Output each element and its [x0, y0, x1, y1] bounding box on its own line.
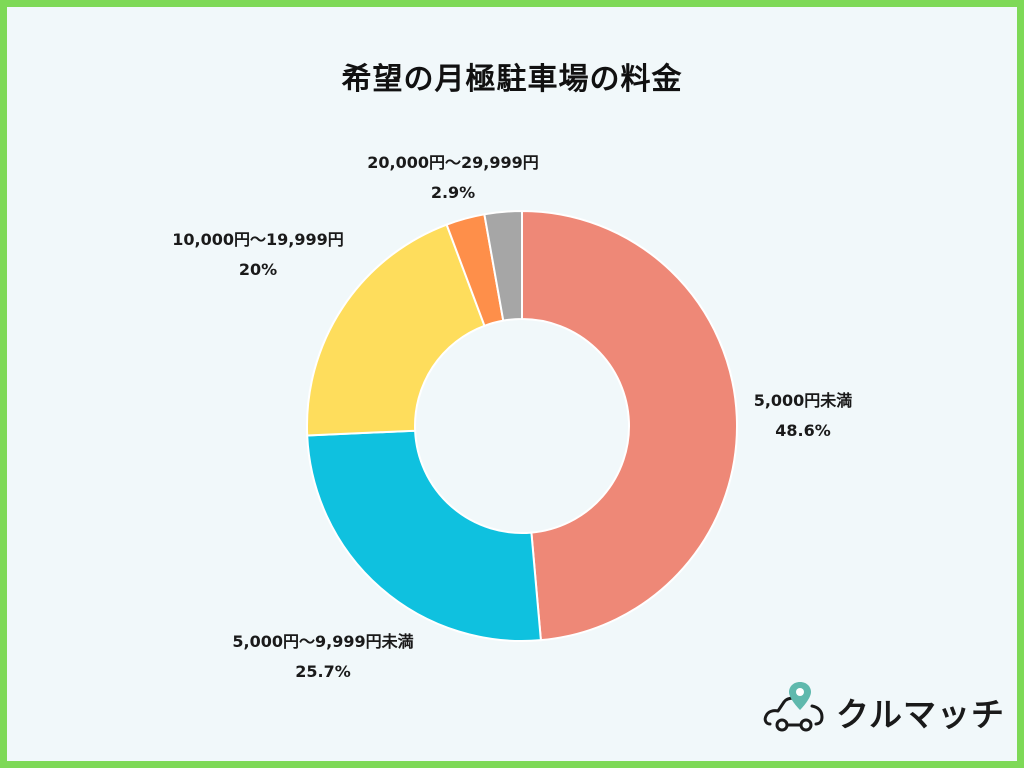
slice-label-under-5000: 5,000円未満 48.6% [738, 386, 868, 446]
donut-slice-2 [306, 223, 486, 437]
donut-slices [306, 209, 738, 642]
slice-label-value: 48.6% [775, 421, 831, 440]
slice-label-text: 10,000円〜19,999円 [172, 230, 344, 249]
slice-label-20000-29999: 20,000円〜29,999円 2.9% [343, 148, 563, 208]
donut-slice-1 [306, 429, 542, 642]
slice-label-text: 20,000円〜29,999円 [367, 153, 539, 172]
slice-label-10000-19999: 10,000円〜19,999円 20% [148, 225, 368, 285]
slice-label-value: 2.9% [430, 183, 476, 202]
brand-logo-text: クルマッチ [836, 695, 1006, 734]
slice-label-text: 5,000円未満 [753, 391, 853, 410]
donut-slice-4 [483, 209, 523, 322]
car-location-pin-icon [763, 682, 824, 732]
slice-label-5000-9999: 5,000円〜9,999円未満 25.7% [193, 627, 453, 687]
chart-title: 希望の月極駐車場の料金 [341, 62, 683, 97]
slice-label-value: 25.7% [295, 662, 351, 681]
donut-slice-0 [521, 209, 738, 642]
slice-label-text: 5,000円〜9,999円未満 [232, 632, 414, 651]
slice-label-value: 20% [238, 260, 278, 279]
brand-logo: クルマッチ [760, 680, 1010, 740]
